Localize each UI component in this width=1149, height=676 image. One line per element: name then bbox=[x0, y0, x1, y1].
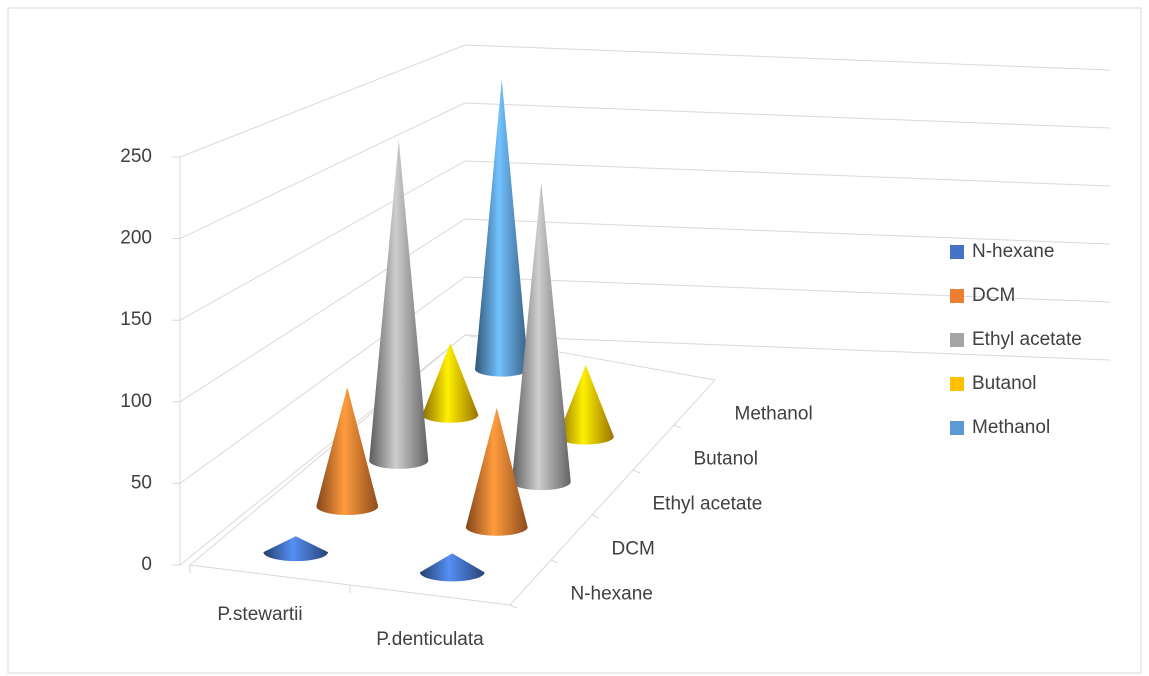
grid-line bbox=[179, 160, 1111, 321]
cone bbox=[511, 181, 571, 491]
grid-line bbox=[179, 276, 1111, 484]
depth-tick bbox=[673, 424, 682, 429]
cone bbox=[557, 365, 614, 445]
depth-tick bbox=[509, 604, 518, 609]
x-tick-label: P.stewartii bbox=[217, 604, 302, 625]
y-tick-label: 100 bbox=[120, 391, 152, 412]
cone bbox=[475, 79, 529, 377]
legend-label: Butanol bbox=[972, 373, 1036, 394]
y-tick-label: 250 bbox=[120, 146, 152, 167]
depth-label: DCM bbox=[612, 539, 655, 560]
depth-tick bbox=[550, 559, 559, 564]
depth-label: N-hexane bbox=[571, 584, 653, 605]
cone bbox=[369, 139, 429, 469]
legend-swatch bbox=[950, 377, 964, 391]
y-tick-label: 50 bbox=[131, 472, 152, 493]
depth-label: Ethyl acetate bbox=[653, 494, 763, 515]
cone bbox=[465, 407, 528, 536]
grid-line bbox=[179, 334, 1111, 566]
depth-label: Methanol bbox=[735, 404, 813, 425]
grid-line bbox=[179, 44, 1111, 158]
cone bbox=[419, 553, 485, 582]
cone bbox=[263, 536, 329, 562]
cone bbox=[316, 387, 379, 516]
legend-swatch bbox=[950, 245, 964, 259]
x-tick-label: P.denticulata bbox=[376, 629, 484, 650]
depth-label: Butanol bbox=[694, 449, 758, 470]
legend-label: Ethyl acetate bbox=[972, 329, 1082, 350]
legend-label: N-hexane bbox=[972, 241, 1054, 262]
grid-line bbox=[179, 218, 1111, 403]
floor bbox=[188, 334, 716, 606]
depth-tick bbox=[591, 514, 600, 519]
grid-line bbox=[179, 102, 1111, 240]
depth-tick bbox=[632, 469, 641, 474]
y-tick-label: 150 bbox=[120, 309, 152, 330]
y-tick-label: 0 bbox=[141, 554, 152, 575]
legend-swatch bbox=[950, 421, 964, 435]
legend-swatch bbox=[950, 333, 964, 347]
cone bbox=[422, 343, 479, 423]
legend-swatch bbox=[950, 289, 964, 303]
legend-label: DCM bbox=[972, 285, 1015, 306]
legend-label: Methanol bbox=[972, 417, 1050, 438]
y-tick-label: 200 bbox=[120, 228, 152, 249]
